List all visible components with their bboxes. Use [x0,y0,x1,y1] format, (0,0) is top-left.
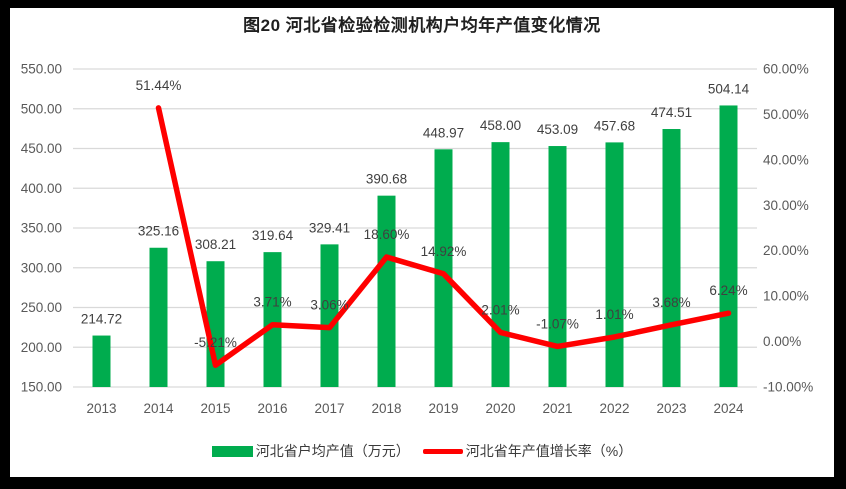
bar-value-label-2018: 390.68 [366,172,407,187]
bar-value-label-2023: 474.51 [651,105,692,120]
chart-canvas: 图20 河北省检验检测机构户均年产值变化情况 150.00 200.00 250.0… [10,8,834,477]
bar-value-label-2016: 319.64 [252,228,294,243]
x-axis-category-label: 2018 [371,401,401,416]
x-axis-category-label: 2013 [86,401,116,416]
bar-value-label-2020: 458.00 [480,118,521,133]
bar-2021 [548,146,567,387]
left-axis-tick-label: 300.00 [21,260,62,275]
legend-item-bar-series: 河北省户均产值（万元） [211,441,410,461]
x-axis-category-label: 2014 [143,401,174,416]
line-value-label-2019: 14.92% [421,244,467,259]
bar-2020 [491,142,510,387]
line-value-label-2020: 2.01% [481,302,519,317]
right-axis-tick-label: -10.00% [763,380,813,395]
x-axis-category-label: 2017 [314,401,344,416]
x-axis-category-label: 2022 [599,401,629,416]
bar-value-label-2013: 214.72 [81,312,122,327]
line-value-label-2017: 3.06% [310,298,348,313]
right-axis-tick-label: 60.00% [763,62,809,77]
right-axis-tick-label: 40.00% [763,152,809,167]
bar-2022 [605,142,624,387]
bar-2013 [92,335,111,387]
bar-value-label-2017: 329.41 [309,220,350,235]
line-value-label-2016: 3.71% [253,295,291,310]
left-axis-tick-label: 150.00 [21,380,62,395]
left-axis-tick-label: 400.00 [21,181,62,196]
growth-rate-line [155,105,732,368]
bar-value-label-2021: 453.09 [537,122,578,137]
bar-2024 [719,105,738,387]
bar-value-label-2014: 325.16 [138,224,179,239]
right-axis-tick-label: 10.00% [763,289,809,304]
line-value-label-2018: 18.60% [364,227,410,242]
left-axis-tick-label: 200.00 [21,340,62,355]
left-axis-tick-label: 550.00 [21,62,62,77]
x-axis-category-label: 2023 [656,401,686,416]
x-axis-category-label: 2019 [428,401,458,416]
legend-label-bar-series: 河北省户均产值（万元） [255,443,410,459]
x-axis-category-label: 2016 [257,401,287,416]
bar-2014 [149,247,168,387]
right-axis-tick-label: 0.00% [763,334,801,349]
bar-value-label-2015: 308.21 [195,237,236,252]
x-axis-category-label: 2020 [485,401,515,416]
legend-label-line-series: 河北省年产值增长率（%） [465,443,633,459]
left-axis-tick-label: 250.00 [21,300,62,315]
bar-value-label-2024: 504.14 [708,81,750,96]
right-axis-tick-label: 50.00% [763,107,809,122]
chart-title: 图20 河北省检验检测机构户均年产值变化情况 [243,16,601,35]
line-value-label-2024: 6.24% [709,283,747,298]
legend-item-line-series: 河北省年产值增长率（%） [422,441,633,461]
bar-value-label-2022: 457.68 [594,118,635,133]
line-value-label-2014: 51.44% [136,78,182,93]
bar-series-swatch-icon [211,445,253,457]
bar-2018 [377,195,396,387]
right-axis-tick-label: 30.00% [763,198,809,213]
line-series-swatch-icon [422,448,463,454]
chart-legend: 河北省户均产值（万元） 河北省年产值增长率（%） [10,441,834,461]
left-axis-tick-label: 450.00 [21,141,62,156]
left-axis-tick-label: 500.00 [21,101,62,116]
line-value-label-2015: -5.21% [194,335,237,350]
chart-plot-area: 150.00 200.00 250.00 300.00 350.00 400.00 450.… [21,62,814,417]
bar-value-label-2019: 448.97 [423,125,464,140]
bar-2017 [320,244,339,387]
bar-2016 [263,252,282,387]
line-value-label-2021: -1.07% [536,316,579,331]
right-axis-tick-label: 20.00% [763,243,809,258]
line-value-label-2023: 3.68% [652,295,690,310]
x-axis-category-label: 2015 [200,401,230,416]
line-value-label-2022: 1.01% [595,307,633,322]
x-axis-category-label: 2021 [542,401,572,416]
bar-2019 [434,149,453,387]
bar-2023 [662,129,681,387]
x-axis-category-label: 2024 [713,401,744,416]
left-axis-tick-label: 350.00 [21,221,62,236]
